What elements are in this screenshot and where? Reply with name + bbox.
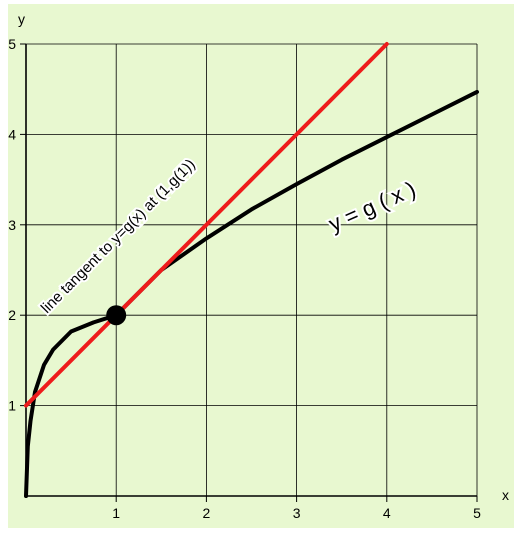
y-tick-label: 1 — [8, 398, 16, 414]
x-tick-label: 3 — [293, 505, 301, 521]
grid — [26, 43, 478, 496]
y-axis-label: y — [18, 11, 25, 27]
plot-background — [8, 4, 514, 528]
x-tick-label: 1 — [112, 505, 120, 521]
tangent-point — [106, 305, 127, 326]
x-axis-label: x — [502, 487, 509, 503]
axes: 1 2 3 4 5 1 2 3 4 5 — [8, 36, 481, 521]
x-tick-label: 5 — [473, 505, 481, 521]
x-tick-label: 2 — [203, 505, 211, 521]
series — [24, 42, 479, 498]
y-tick-label: 3 — [8, 217, 16, 233]
y-tick-label: 5 — [8, 36, 16, 52]
series-line-tangent — [24, 42, 389, 408]
y-tick-label: 4 — [8, 126, 16, 142]
x-tick-label: 4 — [383, 505, 391, 521]
y-tick-label: 2 — [8, 307, 16, 323]
